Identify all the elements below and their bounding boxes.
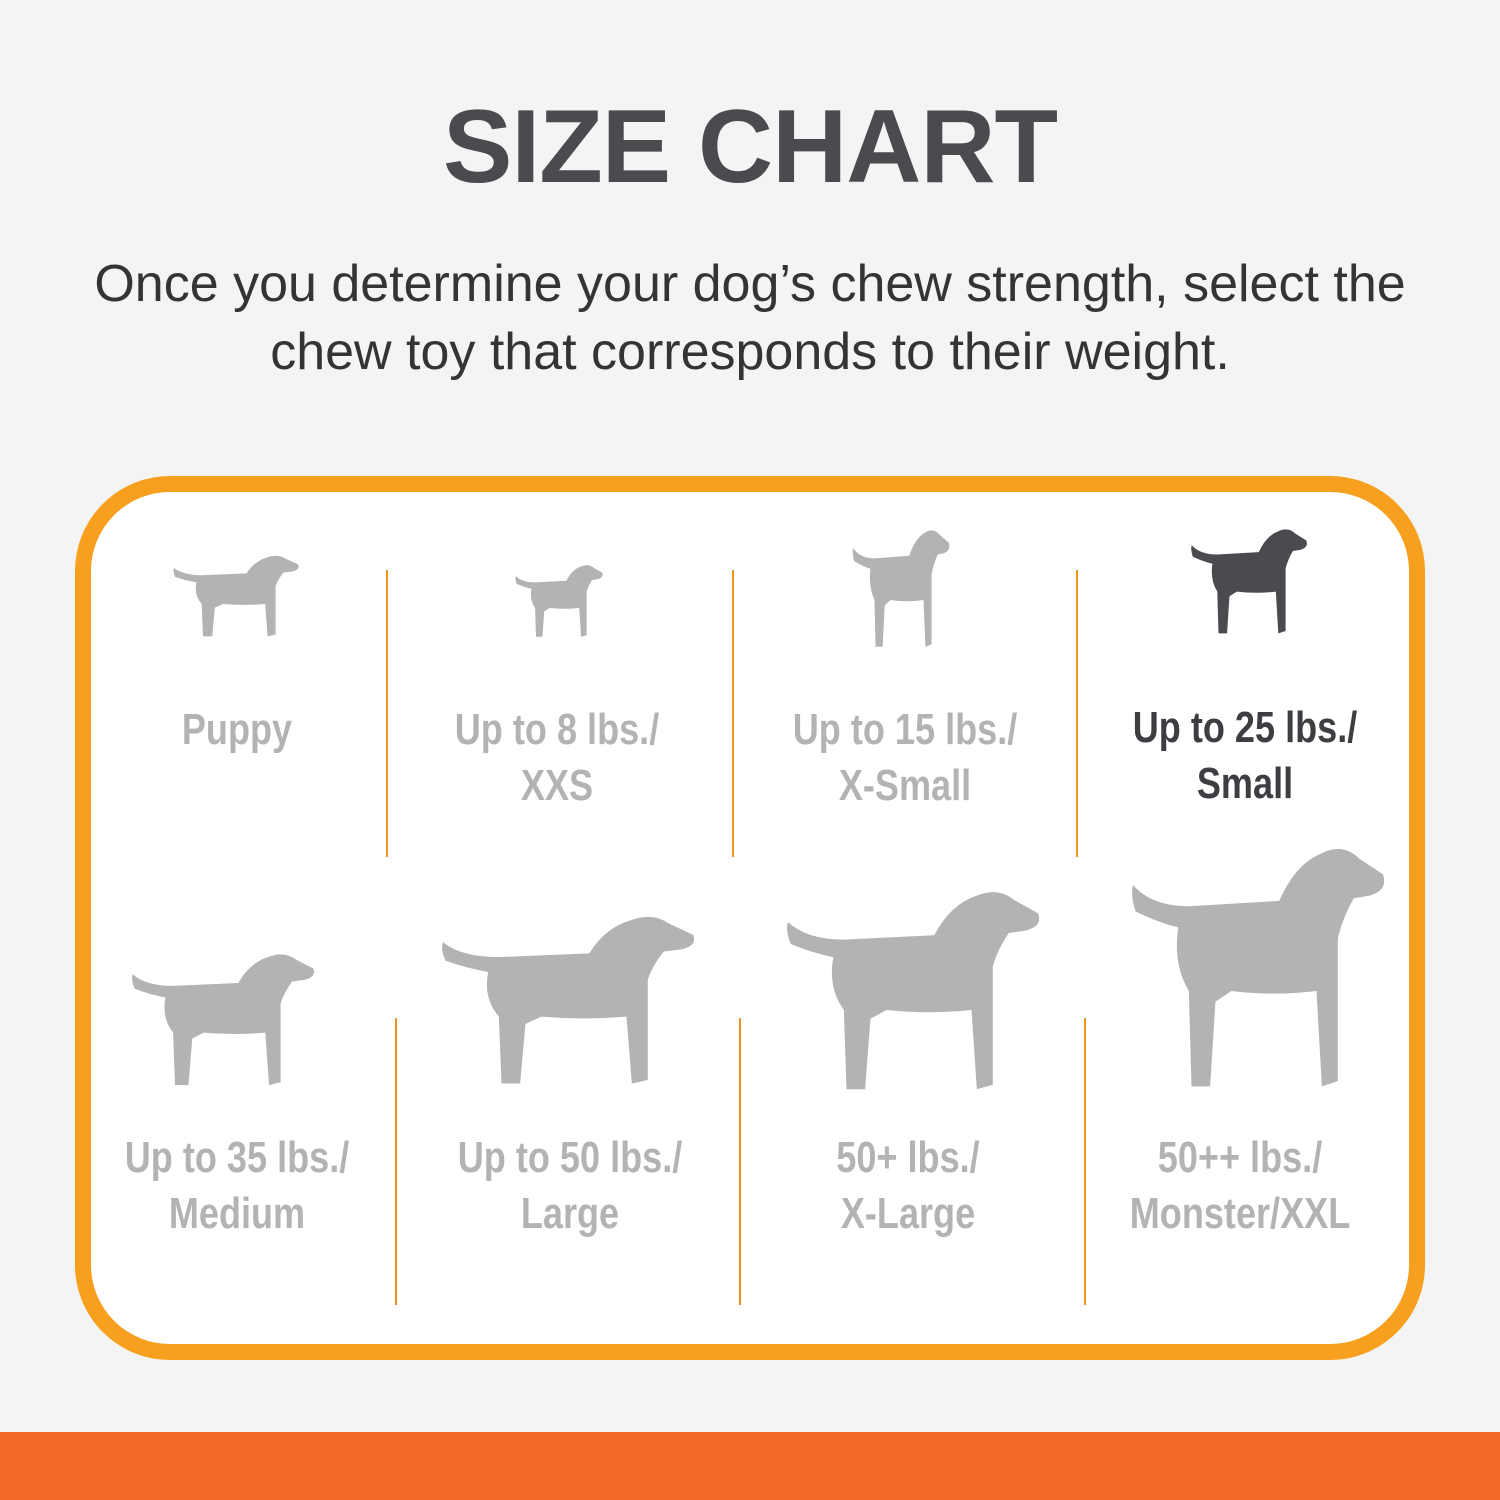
size-weight: Puppy xyxy=(181,705,293,754)
shepherd-silhouette-icon xyxy=(787,892,1040,1090)
page-title: SIZE CHART xyxy=(443,89,1058,205)
size-label: Up to 25 lbs./ Small xyxy=(1106,700,1385,812)
subtitle-line-2: chew toy that corresponds to their weigh… xyxy=(270,323,1230,381)
size-weight: Up to 25 lbs./ xyxy=(1132,703,1358,752)
puppy-silhouette-icon xyxy=(173,555,299,637)
divider xyxy=(1084,1018,1086,1305)
size-name: Small xyxy=(1196,759,1294,808)
size-name: Large xyxy=(520,1189,620,1238)
divider xyxy=(732,570,734,857)
great-dane-silhouette-icon xyxy=(1132,848,1385,1087)
terrier-silhouette-icon xyxy=(1191,529,1307,634)
chihuahua-silhouette-icon xyxy=(515,565,603,637)
size-name: XXS xyxy=(520,761,594,810)
footer-band xyxy=(0,1432,1500,1500)
size-name: Medium xyxy=(168,1189,306,1238)
size-weight: Up to 50 lbs./ xyxy=(457,1133,683,1182)
size-label: Up to 50 lbs./ Large xyxy=(431,1130,710,1242)
size-label: Up to 8 lbs./ XXS xyxy=(418,702,697,814)
beagle-silhouette-icon xyxy=(132,954,315,1086)
size-weight: Up to 15 lbs./ xyxy=(792,705,1018,754)
divider xyxy=(1076,570,1078,857)
divider xyxy=(739,1018,741,1305)
size-label: Puppy xyxy=(98,702,377,758)
size-label: Up to 35 lbs./ Medium xyxy=(98,1130,377,1242)
size-label: 50+ lbs./ X-Large xyxy=(769,1130,1048,1242)
divider xyxy=(395,1018,397,1305)
size-weight: Up to 8 lbs./ xyxy=(454,705,660,754)
size-name: X-Small xyxy=(838,761,972,810)
size-weight: 50+ lbs./ xyxy=(836,1133,980,1182)
size-name: Monster/XXL xyxy=(1129,1189,1351,1238)
labrador-silhouette-icon xyxy=(442,916,695,1084)
toy-terrier-silhouette-icon xyxy=(852,530,950,647)
size-weight: Up to 35 lbs./ xyxy=(124,1133,350,1182)
size-label: Up to 15 lbs./ X-Small xyxy=(766,702,1045,814)
size-label: 50++ lbs./ Monster/XXL xyxy=(1101,1130,1380,1242)
size-name: X-Large xyxy=(840,1189,976,1238)
divider xyxy=(386,570,388,857)
subtitle-line-1: Once you determine your dog’s chew stren… xyxy=(94,255,1406,313)
subtitle: Once you determine your dog’s chew stren… xyxy=(0,250,1500,386)
size-weight: 50++ lbs./ xyxy=(1157,1133,1323,1182)
